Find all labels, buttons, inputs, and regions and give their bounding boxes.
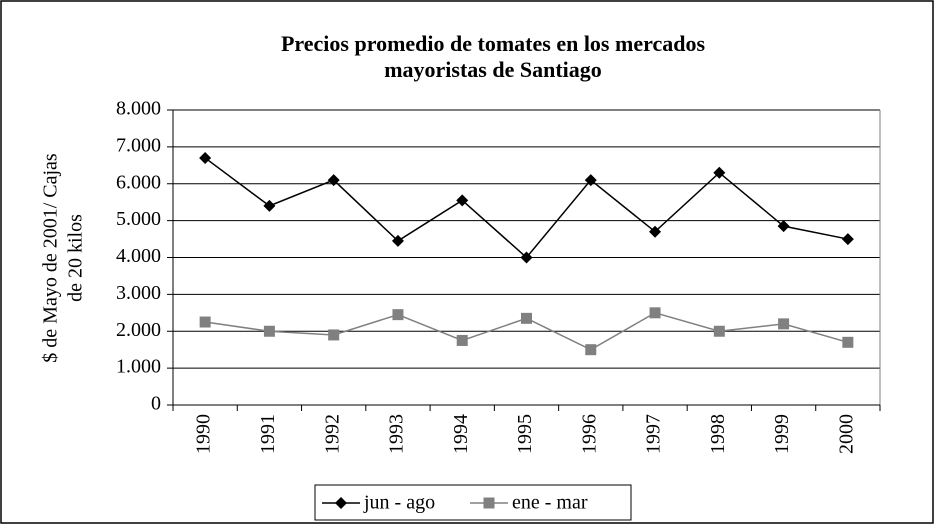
marker [521, 312, 532, 324]
y-tick-label: 3.000 [116, 282, 161, 304]
y-tick-label: 2.000 [116, 319, 161, 341]
x-tick-label: 1991 [257, 414, 279, 454]
y-tick-label: 1.000 [116, 356, 161, 378]
x-tick-label: 1992 [321, 414, 343, 454]
legend-label: ene - mar [512, 492, 588, 514]
marker [842, 336, 854, 348]
y-tick-label: 7.000 [116, 134, 161, 156]
marker [713, 166, 726, 179]
marker [391, 234, 404, 247]
chart-title: mayoristas de Santiago [384, 57, 602, 82]
x-tick-label: 1994 [450, 414, 472, 454]
marker [649, 225, 662, 238]
x-tick-label: 1998 [707, 414, 729, 454]
x-tick-label: 2000 [835, 414, 857, 454]
marker [649, 307, 661, 319]
marker [456, 194, 469, 207]
x-tick-label: 1993 [386, 414, 408, 454]
y-tick-label: 0 [151, 393, 161, 415]
marker [263, 325, 275, 337]
marker [585, 344, 597, 356]
x-tick-label: 1999 [771, 414, 793, 454]
x-tick-label: 1997 [643, 414, 665, 454]
marker [456, 334, 468, 346]
marker [335, 497, 347, 509]
y-axis-label: de 20 kilos [65, 214, 87, 302]
chart-title: Precios promedio de tomates en los merca… [281, 31, 705, 56]
y-axis-label: $ de Mayo de 2001/ Cajas [40, 153, 62, 363]
marker [483, 497, 495, 509]
marker [520, 251, 533, 264]
marker [777, 220, 790, 233]
marker [328, 329, 340, 341]
marker [841, 233, 854, 246]
marker [392, 309, 404, 321]
x-tick-label: 1990 [193, 414, 215, 454]
marker [327, 174, 340, 187]
y-tick-label: 4.000 [116, 245, 161, 267]
y-tick-label: 8.000 [116, 98, 161, 120]
marker [713, 325, 725, 337]
x-tick-label: 1996 [578, 414, 600, 454]
y-tick-label: 5.000 [116, 208, 161, 230]
marker [778, 318, 790, 330]
marker [199, 151, 212, 164]
legend-label: jun - ago [363, 492, 435, 514]
y-tick-label: 6.000 [116, 171, 161, 193]
marker [263, 199, 276, 212]
marker [199, 316, 211, 328]
marker [584, 174, 597, 187]
x-tick-label: 1995 [514, 414, 536, 454]
